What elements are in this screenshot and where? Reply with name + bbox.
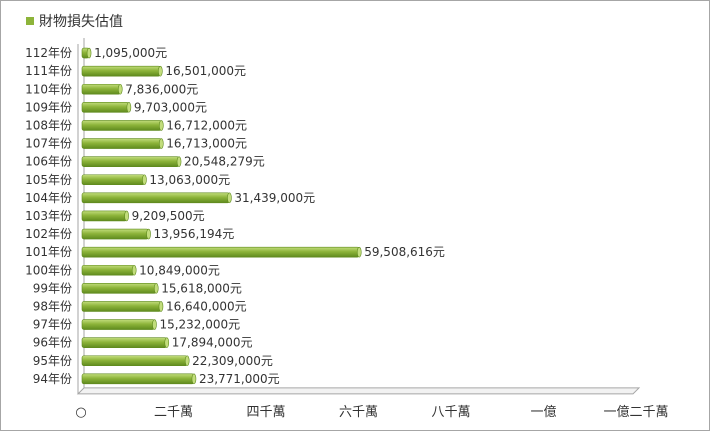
category-label: 106年份 xyxy=(25,155,72,169)
bar xyxy=(81,102,130,113)
category-label: 101年份 xyxy=(25,245,72,259)
data-label: 16,501,000元 xyxy=(165,64,246,78)
bar xyxy=(81,138,162,149)
bar-cap xyxy=(176,156,182,167)
bar xyxy=(81,283,157,294)
data-label: 13,063,000元 xyxy=(149,173,230,187)
category-label: 111年份 xyxy=(25,64,72,78)
category-label: 97年份 xyxy=(33,318,72,332)
chart-floor xyxy=(76,387,641,395)
bar-cap xyxy=(126,102,132,113)
category-label: 96年份 xyxy=(33,336,72,350)
bar-cap xyxy=(131,264,137,276)
data-label: 9,703,000元 xyxy=(134,100,207,114)
x-tick-label: ○ xyxy=(75,405,86,420)
data-label: 16,713,000元 xyxy=(166,137,247,151)
bar-cap xyxy=(117,83,123,95)
category-label: 104年份 xyxy=(25,191,72,205)
data-label: 13,956,194元 xyxy=(154,227,235,241)
data-label: 15,232,000元 xyxy=(159,318,240,332)
bar xyxy=(81,301,162,312)
category-label: 103年份 xyxy=(25,209,72,223)
bar-cap xyxy=(142,174,147,186)
legend: 財物損失估值 xyxy=(26,11,123,31)
bar xyxy=(81,373,195,385)
bar xyxy=(81,210,127,222)
bar xyxy=(81,83,121,95)
data-label: 17,894,000元 xyxy=(172,336,253,350)
data-label: 7,836,000元 xyxy=(125,82,198,96)
bar-cap xyxy=(158,65,163,77)
bar-cap xyxy=(86,47,92,59)
category-label: 95年份 xyxy=(33,354,72,368)
bar xyxy=(81,120,162,131)
category-label: 107年份 xyxy=(25,137,72,151)
category-label: 110年份 xyxy=(25,82,72,96)
bar-cap xyxy=(158,120,164,131)
bar-cap xyxy=(152,319,157,330)
data-label: 16,640,000元 xyxy=(166,299,247,313)
bar xyxy=(81,192,230,204)
data-label: 16,712,000元 xyxy=(166,118,247,132)
data-label: 59,508,616元 xyxy=(364,245,445,259)
bar xyxy=(81,319,155,330)
bar xyxy=(81,228,149,240)
bar xyxy=(81,337,168,348)
x-tick-label: 一億二千萬 xyxy=(603,404,668,420)
category-label: 98年份 xyxy=(33,299,72,313)
bar-cap xyxy=(191,373,197,385)
category-label: 100年份 xyxy=(25,263,72,277)
bar xyxy=(81,246,360,258)
bar-cap xyxy=(124,210,129,222)
bar-cap xyxy=(153,283,159,294)
category-label: 99年份 xyxy=(33,281,72,295)
legend-label: 財物損失估值 xyxy=(39,14,123,30)
bar-cap xyxy=(227,192,232,204)
bar-cap xyxy=(184,355,190,367)
category-label: 94年份 xyxy=(33,372,72,386)
category-label: 109年份 xyxy=(25,100,72,114)
x-tick-label: 六千萬 xyxy=(339,405,378,420)
bar-cap xyxy=(146,228,151,240)
x-tick-label: 八千萬 xyxy=(431,405,470,420)
legend-swatch xyxy=(26,17,34,25)
data-label: 9,209,500元 xyxy=(132,209,205,223)
x-tick-label: 四千萬 xyxy=(246,405,285,420)
bar-cap xyxy=(356,246,362,258)
x-tick-label: 一億 xyxy=(530,404,556,420)
bar xyxy=(81,174,145,186)
data-label: 23,771,000元 xyxy=(199,372,280,386)
bar-cap xyxy=(158,301,164,312)
bar xyxy=(81,156,180,167)
data-label: 22,309,000元 xyxy=(192,354,273,368)
bar-cap xyxy=(158,138,164,149)
bar xyxy=(81,65,161,77)
data-label: 15,618,000元 xyxy=(161,281,242,295)
bar xyxy=(81,264,135,276)
data-label: 31,439,000元 xyxy=(234,191,315,205)
category-label: 105年份 xyxy=(25,173,72,187)
data-label: 10,849,000元 xyxy=(139,263,220,277)
category-label: 108年份 xyxy=(25,118,72,132)
data-label: 20,548,279元 xyxy=(184,155,265,169)
category-label: 102年份 xyxy=(25,227,72,241)
data-label: 1,095,000元 xyxy=(94,46,167,60)
bar xyxy=(81,355,188,367)
x-tick-label: 二千萬 xyxy=(154,405,193,420)
bar-cap xyxy=(164,337,170,348)
category-label: 112年份 xyxy=(25,46,72,60)
